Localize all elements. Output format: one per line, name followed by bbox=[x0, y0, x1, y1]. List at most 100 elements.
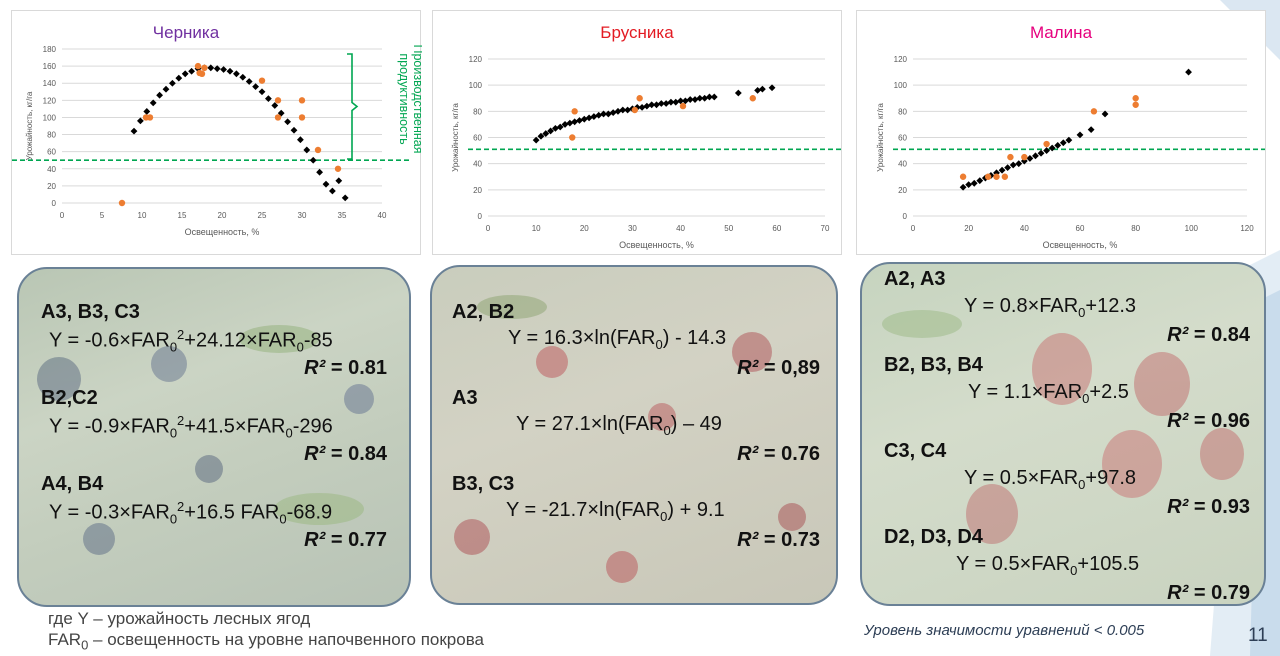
y-tick-label: 80 bbox=[898, 107, 907, 116]
model-point bbox=[571, 118, 579, 126]
formula-part: ) - 14.3 bbox=[662, 327, 727, 349]
r-squared-value: R² = 0.79 bbox=[1167, 582, 1250, 604]
equation-group-label: B3, C3 bbox=[452, 473, 515, 495]
formula-part: +105.5 bbox=[1077, 553, 1140, 575]
r-squared-number: = 0.73 bbox=[758, 529, 820, 551]
r-squared-number: = 0.76 bbox=[758, 443, 820, 465]
formula-part: ) – 49 bbox=[670, 413, 722, 435]
y-tick-label: 80 bbox=[47, 131, 56, 140]
formula-superscript: 2 bbox=[177, 327, 185, 342]
model-point bbox=[1059, 139, 1067, 147]
observed-point bbox=[636, 95, 643, 102]
formula-part: -296 bbox=[292, 415, 333, 438]
y-tick-label: 20 bbox=[473, 186, 482, 195]
formula-superscript: 2 bbox=[177, 413, 185, 428]
r-squared-label: R² bbox=[1167, 496, 1189, 518]
model-point bbox=[648, 101, 656, 109]
formula-part: +41.5×FAR bbox=[184, 415, 286, 438]
model-point bbox=[993, 169, 1000, 177]
blueberry-photo-background bbox=[37, 325, 374, 555]
model-point bbox=[297, 136, 304, 144]
model-point bbox=[576, 117, 583, 124]
model-point bbox=[1004, 164, 1012, 171]
y-tick-label: 100 bbox=[469, 81, 483, 90]
model-point bbox=[335, 177, 343, 185]
y-tick-label: 40 bbox=[47, 165, 56, 174]
model-point bbox=[175, 74, 183, 82]
x-axis-label: Освещенность, % bbox=[1043, 240, 1118, 250]
r-squared-number: = 0.81 bbox=[325, 357, 387, 379]
x-tick-label: 35 bbox=[338, 211, 347, 220]
model-point bbox=[284, 118, 291, 126]
model-point bbox=[624, 106, 632, 114]
x-tick-label: 15 bbox=[178, 211, 187, 220]
raspberry-equations-box: A2, A3 Y = 0.8×FAR0+12.3 R² = 0.84 B2, B… bbox=[860, 262, 1266, 606]
observed-point bbox=[274, 114, 282, 121]
model-point bbox=[181, 70, 189, 78]
model-point bbox=[169, 79, 176, 87]
lingonberry-chart: Брусника 0 20 40 60 80 100 120 0 10 20 30 40 50 60 70 О… bbox=[432, 10, 842, 255]
formula-superscript: 2 bbox=[177, 499, 185, 514]
model-point bbox=[609, 109, 617, 117]
model-point bbox=[207, 64, 215, 72]
model-point bbox=[710, 93, 718, 101]
formula-part: +16.5 FAR bbox=[184, 501, 280, 524]
model-point bbox=[768, 84, 776, 92]
lingonberry-equations-box: A2, B2 Y = 16.3×ln(FAR0) - 14.3 R² = 0,8… bbox=[430, 265, 838, 605]
y-tick-label: 20 bbox=[898, 186, 907, 195]
formula-part: Y = -0.9×FAR bbox=[49, 415, 170, 438]
observed-point bbox=[1021, 153, 1028, 161]
y-tick-label: 0 bbox=[52, 199, 57, 208]
model-point bbox=[552, 124, 559, 132]
model-point bbox=[691, 96, 699, 103]
productivity-annotation: Производственнаяпродуктивность bbox=[397, 44, 422, 153]
observed-point bbox=[118, 199, 126, 207]
equation-group-label: A2, A3 bbox=[884, 268, 946, 290]
x-tick-label: 20 bbox=[964, 224, 973, 233]
x-tick-label: 40 bbox=[676, 224, 685, 233]
model-point bbox=[1015, 160, 1023, 168]
model-point bbox=[156, 91, 163, 99]
formula-subscript: 0 bbox=[663, 423, 671, 438]
formula-subscript: 0 bbox=[279, 511, 287, 527]
model-point bbox=[976, 177, 984, 185]
equation-group-label: A3, B3, C3 bbox=[41, 301, 140, 323]
x-tick-label: 5 bbox=[100, 211, 105, 220]
y-tick-label: 120 bbox=[43, 96, 57, 105]
equation-group-label: A4, B4 bbox=[41, 473, 104, 495]
equation-formula: Y = -21.7×ln(FAR0) + 9.1 bbox=[506, 499, 725, 524]
formula-subscript: 0 bbox=[169, 511, 178, 527]
formula-part: ) + 9.1 bbox=[667, 499, 725, 521]
formula-subscript: 0 bbox=[1078, 305, 1086, 320]
r-squared-value: R² = 0.84 bbox=[304, 443, 387, 466]
r-squared-value: R² = 0.73 bbox=[737, 529, 820, 552]
y-axis-label: Урожайность, кг/га bbox=[451, 103, 460, 172]
r-squared-number: = 0.84 bbox=[1188, 324, 1250, 346]
y-tick-label: 60 bbox=[898, 134, 907, 143]
x-tick-label: 70 bbox=[821, 224, 830, 233]
observed-point bbox=[201, 64, 208, 72]
model-point bbox=[290, 126, 298, 134]
bracket bbox=[347, 53, 359, 160]
formula-part: Y = 16.3×ln(FAR bbox=[508, 327, 656, 349]
equation-group-label: D2, D3, D4 bbox=[884, 526, 983, 548]
observed-point bbox=[146, 114, 154, 121]
observed-point bbox=[314, 146, 322, 154]
x-tick-label: 10 bbox=[138, 211, 147, 220]
model-point bbox=[547, 127, 554, 135]
equation-formula: Y = 16.3×ln(FAR0) - 14.3 bbox=[508, 327, 726, 352]
r-squared-value: R² = 0,89 bbox=[737, 357, 820, 380]
model-point bbox=[341, 194, 349, 202]
r-squared-value: R² = 0.77 bbox=[304, 529, 387, 552]
y-tick-label: 120 bbox=[469, 55, 483, 64]
model-point bbox=[657, 100, 665, 107]
model-point bbox=[143, 108, 151, 115]
lingonberry-photo-background bbox=[454, 295, 806, 583]
r-squared-label: R² bbox=[304, 443, 326, 465]
observed-point bbox=[274, 97, 282, 104]
model-point bbox=[537, 132, 545, 140]
model-point bbox=[149, 99, 157, 107]
model-point bbox=[130, 127, 138, 135]
y-tick-label: 0 bbox=[478, 212, 483, 221]
r-squared-label: R² bbox=[304, 529, 326, 551]
